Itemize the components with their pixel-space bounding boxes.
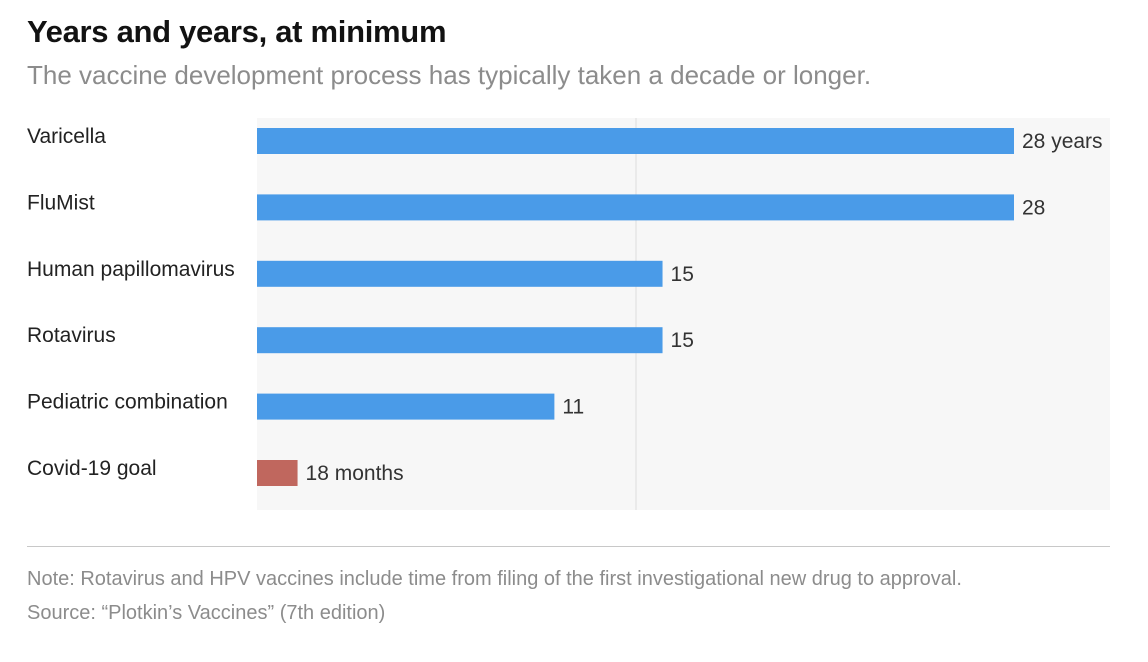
category-label: Varicella (27, 125, 106, 148)
bars-group: Varicella 28 years FluMist 28 Human papillom… (27, 125, 1103, 486)
chart-subtitle: The vaccine development process has typi… (27, 60, 872, 90)
value-label: 15 (671, 329, 694, 352)
chart-note: Note: Rotavirus and HPV vaccines include… (27, 568, 962, 590)
category-label: Rotavirus (27, 324, 116, 347)
bar (257, 327, 663, 354)
category-label: Pediatric combination (27, 391, 228, 414)
bar (257, 194, 1014, 221)
chart-title: Years and years, at minimum (27, 14, 447, 49)
value-label: 28 (1022, 196, 1045, 219)
value-label: 11 (562, 396, 584, 419)
footer-divider (27, 546, 1110, 547)
chart-source: Source: “Plotkin’s Vaccines” (7th editio… (27, 602, 386, 624)
bar (257, 460, 298, 486)
category-label: Covid-19 goal (27, 457, 157, 480)
category-label: FluMist (27, 191, 95, 214)
plot-background (257, 118, 1110, 510)
value-label: 28 years (1022, 130, 1103, 153)
value-label: 18 months (306, 462, 404, 485)
category-label: Human papillomavirus (27, 258, 235, 281)
value-label: 15 (671, 263, 694, 286)
bar (257, 260, 663, 287)
bar (257, 128, 1014, 154)
bar (257, 393, 555, 420)
